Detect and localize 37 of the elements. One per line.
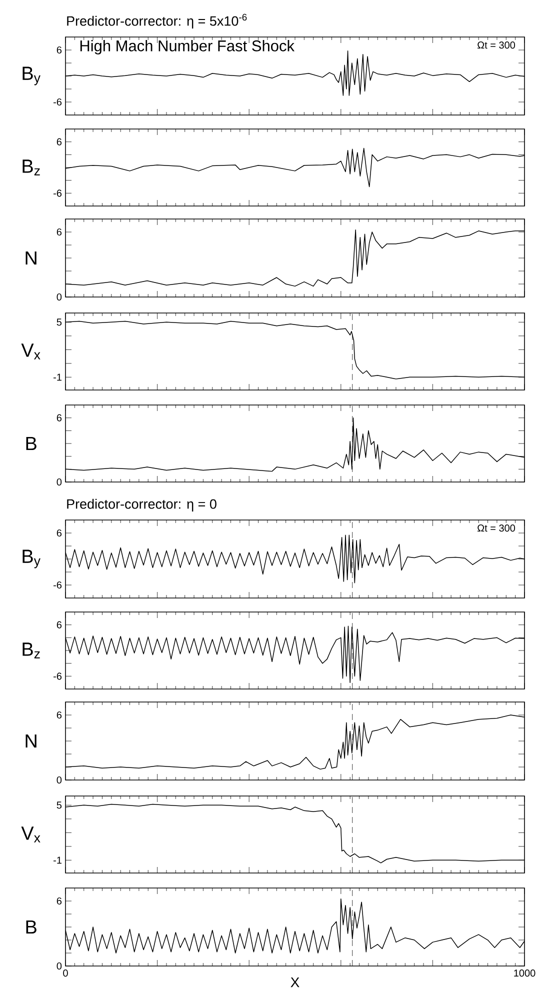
y-tick-label: -6 bbox=[54, 190, 62, 197]
y-axis-title: B$_{z}$ bbox=[22, 160, 40, 176]
chart-title: Predictor-corrector: η = 0 bbox=[67, 498, 216, 512]
y-tick-label: 6 bbox=[56, 228, 62, 236]
y-tick-label: 6 bbox=[56, 414, 62, 422]
y-tick-label: 6 bbox=[56, 621, 62, 628]
y-tick-label: 6 bbox=[56, 46, 62, 54]
y-tick-label: -1 bbox=[54, 374, 62, 381]
chart-title: Predictor-corrector: η = 5x10$^{-6}$ bbox=[67, 14, 247, 28]
y-axis-title: V$_{x}$ bbox=[21, 826, 40, 842]
y-tick-label: -6 bbox=[54, 672, 62, 680]
y-tick-label: 5 bbox=[56, 802, 62, 809]
y-axis-title: V$_{x}$ bbox=[21, 344, 40, 360]
y-axis-title: N bbox=[26, 734, 36, 748]
y-axis-title: B$_{y}$ bbox=[22, 550, 40, 568]
annotation: Ωt = 300 bbox=[478, 42, 516, 49]
x-tick-label: 1000 bbox=[514, 970, 536, 977]
y-tick-label: 6 bbox=[56, 897, 62, 905]
y-axis-title: B$_{z}$ bbox=[22, 642, 40, 658]
y-axis-title: B bbox=[26, 436, 36, 450]
y-tick-label: 5 bbox=[56, 318, 62, 326]
y-tick-label: -1 bbox=[54, 856, 62, 864]
y-tick-label: 6 bbox=[56, 138, 62, 146]
y-tick-label: 0 bbox=[56, 478, 62, 486]
y-axis-title: N bbox=[26, 251, 36, 265]
y-axis-title: B$_{y}$ bbox=[22, 66, 40, 86]
y-tick-label: 0 bbox=[56, 776, 62, 784]
y-tick-label: -6 bbox=[54, 581, 62, 589]
x-axis-title: X bbox=[290, 978, 300, 988]
y-tick-label: 6 bbox=[56, 711, 62, 719]
y-tick-label: 0 bbox=[56, 962, 62, 970]
annotation: Ωt = 300 bbox=[478, 524, 516, 532]
annotation: High Mach Number Fast Shock bbox=[80, 40, 295, 54]
y-tick-label: 6 bbox=[56, 529, 62, 537]
y-axis-title: B bbox=[26, 920, 36, 934]
y-tick-label: 0 bbox=[56, 293, 62, 301]
y-tick-label: -6 bbox=[54, 98, 62, 106]
